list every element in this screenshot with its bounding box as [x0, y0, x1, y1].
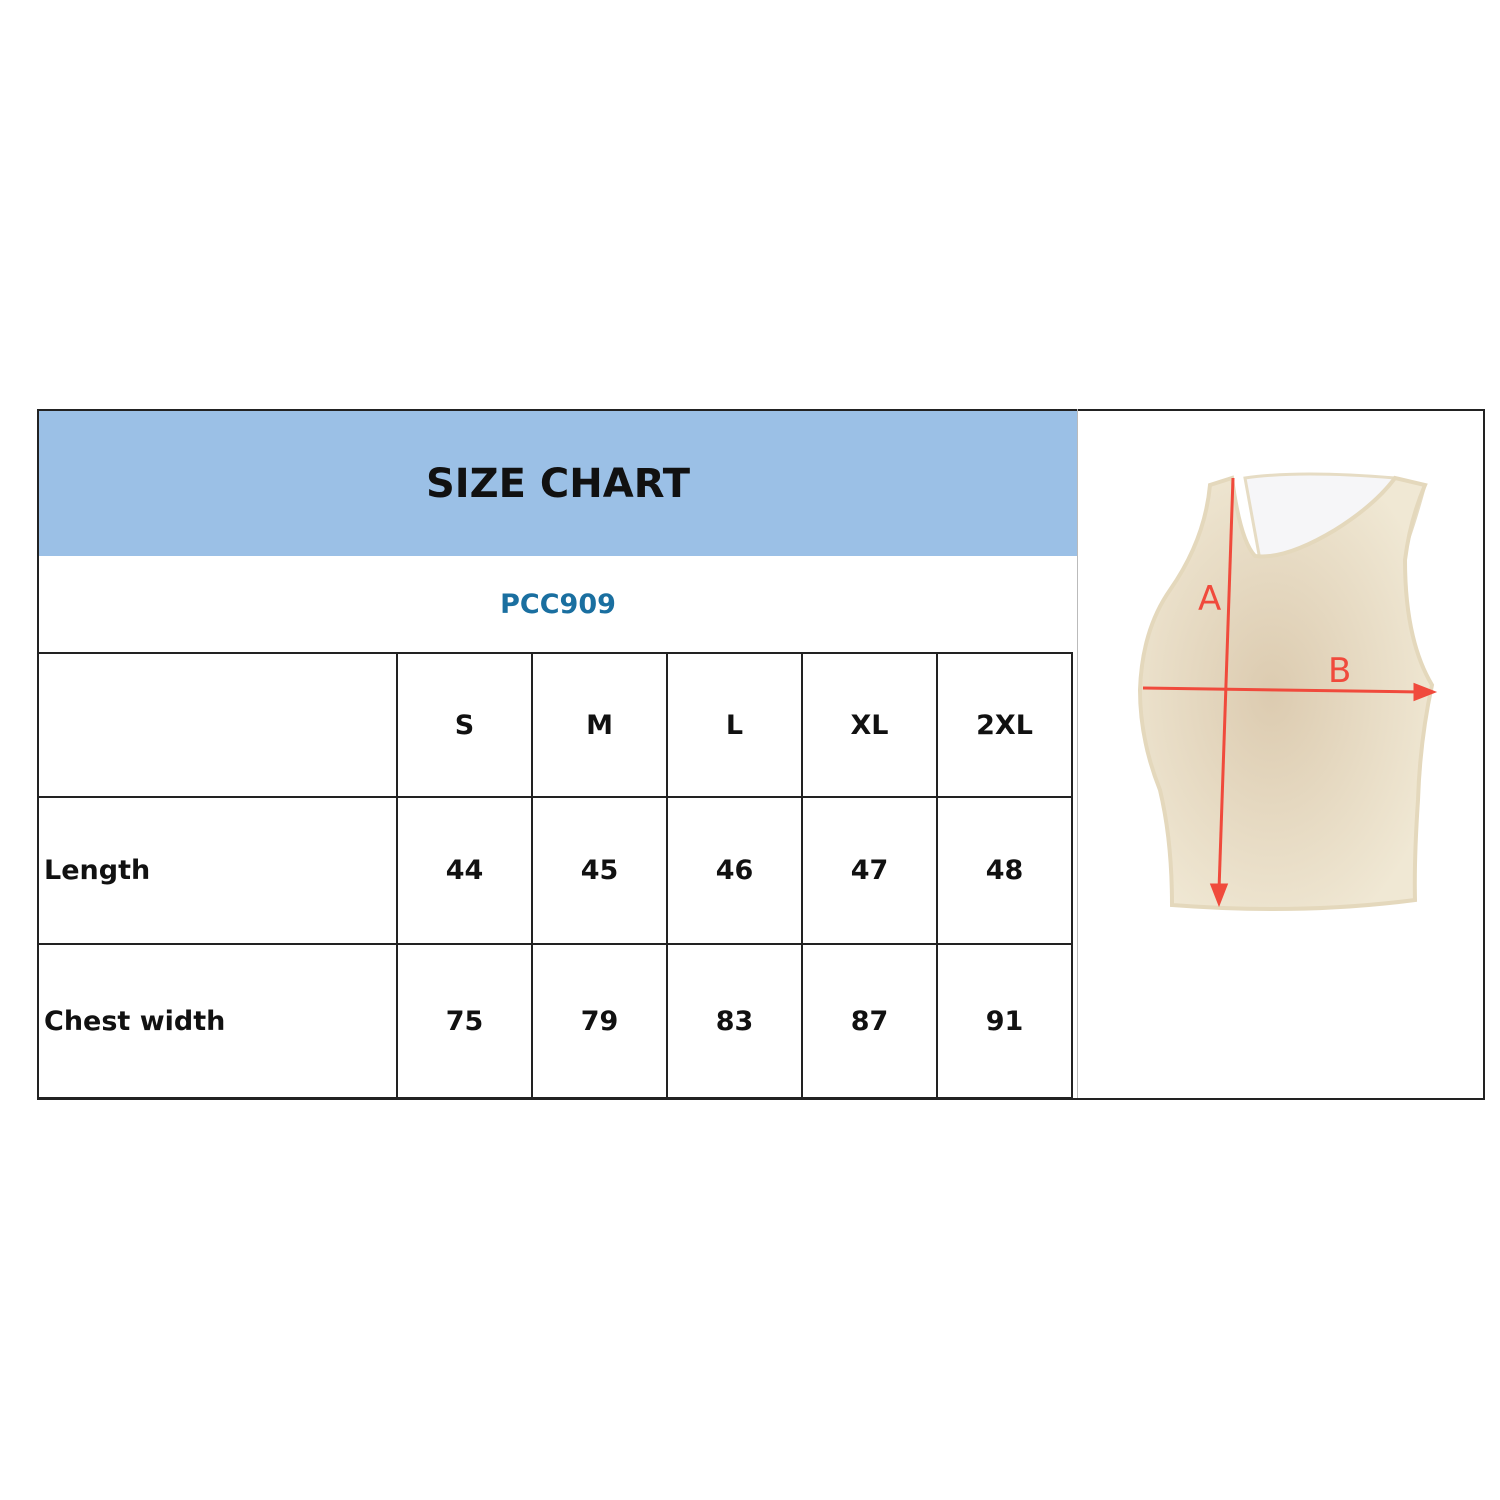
- measure-arrows: [1142, 477, 1438, 908]
- cell: 44: [396, 796, 533, 945]
- size-table: S M L XL 2XL Length 44 45 46 47 48 Chest…: [37, 652, 1073, 1099]
- cell: 48: [936, 796, 1073, 945]
- cell: 87: [801, 943, 938, 1099]
- size-header: M: [531, 652, 668, 798]
- product-code: PCC909: [500, 588, 616, 620]
- tank-top-icon: [1137, 475, 1435, 911]
- size-header: XL: [801, 652, 938, 798]
- cell: 45: [531, 796, 668, 945]
- cell: 91: [936, 943, 1073, 1099]
- table-row: Chest width 75 79 83 87 91: [37, 943, 1073, 1099]
- arrow-a-head: [1209, 883, 1229, 908]
- cell: 75: [396, 943, 533, 1099]
- arrow-b-line: [1142, 686, 1421, 694]
- table-row: Length 44 45 46 47 48: [37, 796, 1073, 945]
- empty-cell: [37, 652, 398, 798]
- label-b: B: [1328, 651, 1351, 691]
- arrow-a-line: [1217, 477, 1235, 891]
- cell: 47: [801, 796, 938, 945]
- cell: 79: [531, 943, 668, 1099]
- size-header: S: [396, 652, 533, 798]
- table-header-row: S M L XL 2XL: [37, 652, 1073, 798]
- row-label: Length: [37, 796, 398, 945]
- label-a: A: [1198, 579, 1221, 619]
- arrow-b-head: [1413, 682, 1438, 702]
- cell: 46: [666, 796, 803, 945]
- cell: 83: [666, 943, 803, 1099]
- header-banner: SIZE CHART: [39, 411, 1077, 556]
- size-header: L: [666, 652, 803, 798]
- divider: [1077, 409, 1078, 1098]
- row-label: Chest width: [37, 943, 398, 1099]
- page-title: SIZE CHART: [425, 460, 691, 507]
- size-header: 2XL: [936, 652, 1073, 798]
